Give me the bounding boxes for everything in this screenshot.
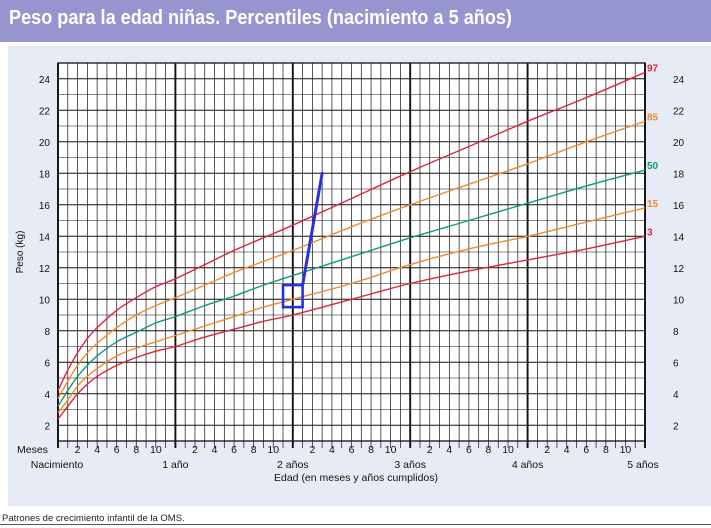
x-month-tick-label: 2 [309, 444, 315, 456]
x-month-tick-label: 6 [114, 444, 120, 456]
percentile-97-label: 97 [647, 63, 659, 74]
x-year-tick-label: 2 años [277, 459, 309, 471]
plot-frame [57, 62, 646, 442]
percentile-85-label: 85 [647, 112, 659, 123]
x-month-tick-label: 4 [212, 444, 218, 456]
x-month-tick-label: 8 [251, 444, 257, 456]
y-tick-label-right: 10 [673, 295, 685, 306]
x-month-tick-label: 4 [446, 444, 452, 456]
x-month-tick-label: 6 [583, 444, 589, 456]
percentile-3-line [57, 235, 646, 420]
x-year-tick-label: 5 años [627, 459, 659, 471]
percentile-15-label: 15 [647, 199, 659, 210]
x-year-tick-label: Nacimiento [31, 459, 84, 471]
x-month-tick-label: 2 [75, 444, 81, 456]
annotation-box [281, 283, 304, 309]
percentile-50-label: 50 [647, 161, 659, 172]
page-title: Peso para la edad niñas. Percentiles (na… [9, 7, 512, 29]
y-tick-label-right: 12 [673, 264, 685, 275]
x-month-tick-label: 4 [94, 444, 100, 456]
y-tick-label-right: 22 [673, 106, 685, 117]
x-month-tick-label: 10 [150, 444, 162, 456]
months-row-label: Meses [17, 444, 48, 456]
x-month-tick-label: 10 [502, 444, 514, 456]
y-tick-label-right: 4 [673, 390, 679, 401]
percentile-15-line [57, 207, 646, 414]
percentile-3-label: 3 [647, 227, 653, 238]
x-month-tick-label: 8 [603, 444, 609, 456]
x-month-tick-label: 6 [231, 444, 237, 456]
x-month-tick-label: 10 [620, 444, 632, 456]
percentile-50-line [57, 169, 646, 407]
percentile-85-line [57, 120, 646, 399]
x-month-tick-label: 6 [466, 444, 472, 456]
y-tick-label: 6 [44, 358, 50, 369]
y-tick-label-right: 8 [673, 327, 679, 338]
y-tick-label: 12 [39, 264, 51, 275]
footer-divider [0, 524, 711, 525]
x-month-tick-label: 6 [349, 444, 355, 456]
y-tick-label: 22 [39, 106, 51, 117]
y-tick-label: 24 [39, 75, 51, 86]
annotation-drawn-line [301, 171, 324, 287]
y-tick-label-right: 14 [673, 232, 685, 243]
y-tick-label-right: 18 [673, 169, 685, 180]
percentile-97-line [57, 71, 646, 391]
y-tick-label: 14 [39, 232, 51, 243]
x-month-tick-label: 8 [486, 444, 492, 456]
y-tick-label: 10 [39, 295, 51, 306]
title-bar: Peso para la edad niñas. Percentiles (na… [0, 0, 711, 42]
x-year-tick-label: 1 año [162, 459, 188, 471]
y-tick-label: 4 [44, 390, 50, 401]
y-axis-title: Peso (kg) [15, 231, 26, 274]
x-month-tick-label: 10 [267, 444, 279, 456]
x-axis-title: Edad (en meses y años cumplidos) [274, 472, 438, 484]
x-month-tick-label: 8 [133, 444, 139, 456]
y-tick-label-right: 16 [673, 201, 685, 212]
x-year-tick-label: 3 años [394, 459, 426, 471]
y-tick-label-right: 20 [673, 138, 685, 149]
y-tick-label-right: 6 [673, 358, 679, 369]
x-year-tick-label: 4 años [512, 459, 544, 471]
y-tick-label: 2 [44, 421, 50, 432]
y-tick-label: 16 [39, 201, 51, 212]
y-tick-label: 18 [39, 169, 51, 180]
x-month-tick-label: 4 [329, 444, 335, 456]
x-month-tick-label: 2 [544, 444, 550, 456]
y-tick-label-right: 24 [673, 75, 685, 86]
x-month-tick-label: 4 [564, 444, 570, 456]
y-tick-label: 20 [39, 138, 51, 149]
x-month-tick-label: 2 [192, 444, 198, 456]
y-tick-label: 8 [44, 327, 50, 338]
source-note: Patrones de crecimiento infantil de la O… [2, 513, 185, 524]
x-month-tick-label: 10 [385, 444, 397, 456]
x-month-tick-label: 8 [368, 444, 374, 456]
y-tick-label-right: 2 [673, 421, 679, 432]
x-month-tick-label: 2 [427, 444, 433, 456]
